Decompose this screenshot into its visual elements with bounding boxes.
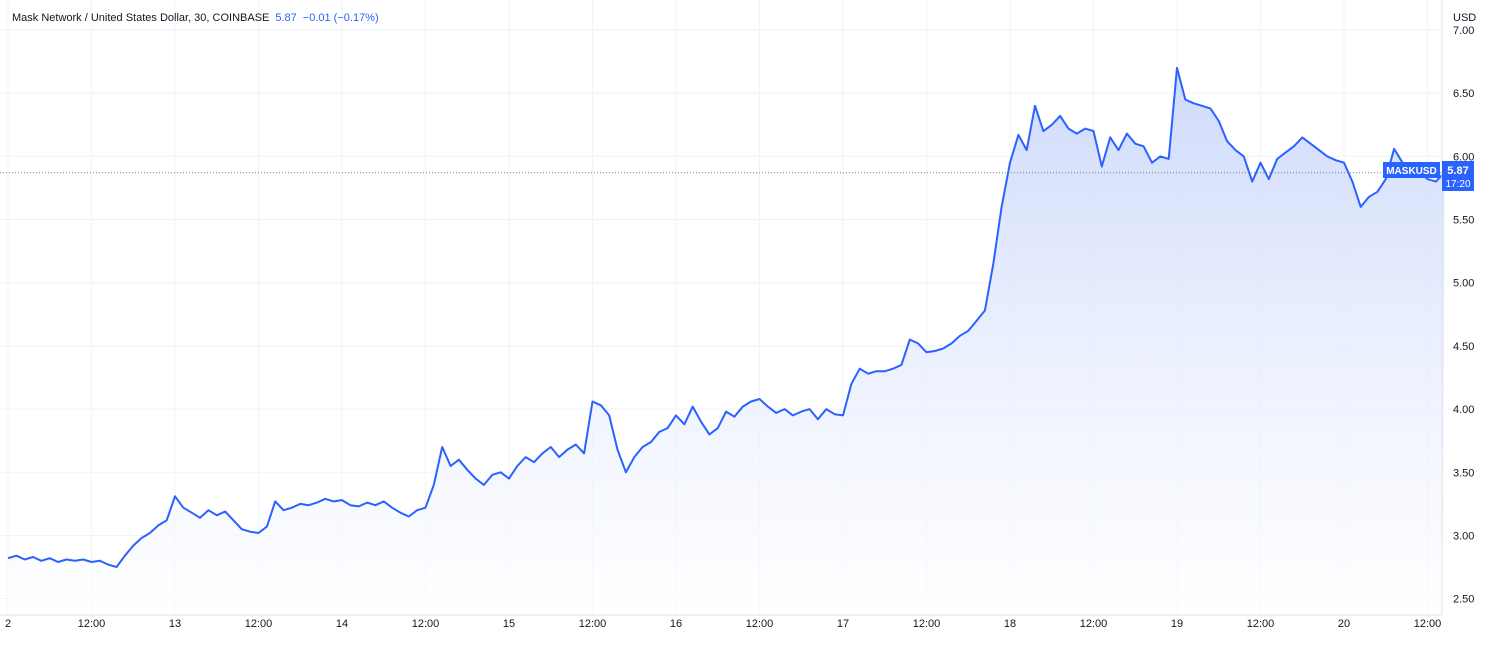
ticker-label: MASKUSD (1386, 166, 1437, 177)
x-tick-label: 2 (5, 618, 11, 630)
x-tick-label: 12:00 (78, 618, 106, 630)
x-tick-label: 19 (1171, 618, 1183, 630)
x-tick-label: 20 (1338, 618, 1350, 630)
x-tick-label: 12:00 (1080, 618, 1108, 630)
y-tick-label: 4.00 (1453, 404, 1474, 416)
price-label-layer: MASKUSD 5.87 17:20 (1383, 161, 1474, 191)
bar-countdown: 17:20 (1445, 179, 1470, 190)
legend-last-price: 5.87 (275, 12, 297, 24)
y-tick-label: 3.00 (1453, 530, 1474, 542)
x-tick-label: 12:00 (245, 618, 273, 630)
x-tick-label: 12:00 (1247, 618, 1275, 630)
x-tick-label: 12:00 (913, 618, 941, 630)
y-tick-label: 5.50 (1453, 215, 1474, 227)
currency-label[interactable]: USD (1453, 12, 1477, 24)
x-tick-label: 12:00 (1414, 618, 1442, 630)
price-axis[interactable]: 2.50 3.00 3.50 4.00 4.50 5.00 5.50 6.00 6.50 7.00 (1441, 0, 1474, 615)
last-price-value: 5.87 (1447, 165, 1468, 177)
area-layer (8, 67, 1445, 615)
legend-change: −0.01 (−0.17%) (302, 12, 379, 24)
x-tick-label: 18 (1004, 618, 1016, 630)
y-tick-label: 3.50 (1453, 467, 1474, 479)
x-tick-label: 15 (503, 618, 515, 630)
y-tick-label: 7.00 (1453, 25, 1474, 37)
x-tick-label: 13 (169, 618, 181, 630)
symbol-legend[interactable]: Mask Network / United States Dollar, 30,… (12, 12, 379, 24)
x-tick-label: 12:00 (746, 618, 774, 630)
y-tick-label: 6.00 (1453, 151, 1474, 163)
x-tick-label: 14 (336, 618, 348, 630)
price-line[interactable] (7, 66, 1445, 569)
y-tick-label: 4.50 (1453, 341, 1474, 353)
y-tick-label: 5.00 (1453, 278, 1474, 290)
time-axis[interactable]: 2 12:00 13 12:00 14 12:00 15 12:00 16 12:00 17 12:0… (0, 614, 1442, 630)
y-tick-label: 2.50 (1453, 594, 1474, 606)
area-fill (8, 67, 1445, 615)
y-tick-label: 6.50 (1453, 88, 1474, 100)
x-tick-label: 12:00 (412, 618, 440, 630)
last-price-box (1442, 161, 1474, 191)
line-layer (7, 66, 1445, 569)
ticker-label-box (1383, 162, 1440, 178)
x-tick-label: 12:00 (579, 618, 607, 630)
x-tick-label: 16 (670, 618, 682, 630)
x-tick-label: 17 (837, 618, 849, 630)
symbol-title: Mask Network / United States Dollar, 30,… (12, 12, 270, 24)
